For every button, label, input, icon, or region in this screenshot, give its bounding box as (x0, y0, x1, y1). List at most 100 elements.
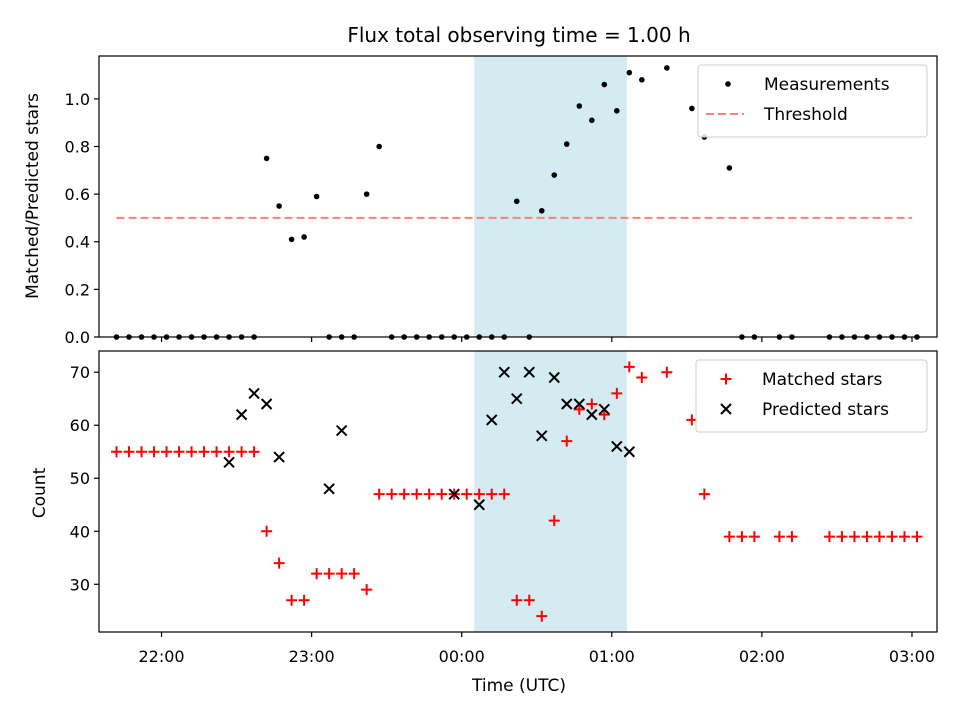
legend-label: Measurements (764, 75, 890, 95)
data-point (273, 451, 285, 463)
data-point (263, 155, 270, 162)
data-point (573, 403, 585, 415)
legend-marker-x (720, 403, 732, 415)
data-point (911, 531, 923, 543)
data-point (223, 446, 235, 458)
data-point (614, 107, 620, 114)
data-point (523, 366, 535, 378)
data-point (235, 408, 248, 421)
y-tick-label: 40 (70, 522, 90, 541)
data-point (586, 408, 598, 421)
data-point (664, 65, 670, 71)
data-point (473, 499, 485, 511)
x-tick-label: 23:00 (289, 647, 335, 666)
legend-box (697, 64, 928, 138)
y-tick-label: 0.6 (65, 185, 90, 204)
data-point (276, 203, 282, 209)
data-point (636, 372, 648, 384)
data-point (376, 143, 382, 150)
data-point (298, 594, 310, 606)
data-point (536, 430, 548, 442)
legend-label: Predicted stars (762, 400, 889, 420)
y-tick-label: 50 (70, 469, 90, 488)
data-point (198, 446, 210, 458)
data-point (873, 531, 885, 543)
data-point (273, 557, 285, 569)
data-point (848, 531, 860, 543)
data-point (373, 488, 385, 500)
data-point (248, 387, 260, 400)
data-point (186, 446, 198, 458)
data-point (313, 193, 320, 200)
data-point (398, 488, 410, 500)
data-point (861, 531, 873, 543)
legend: Measurements Threshold (697, 64, 928, 138)
data-point (563, 141, 570, 147)
data-point (311, 568, 323, 580)
plot-frame (98, 350, 938, 633)
data-point (786, 531, 798, 543)
data-point (335, 424, 348, 437)
data-point (173, 446, 185, 458)
y-axis-label-ratio: Matched/Predicted stars (23, 93, 43, 299)
data-point (573, 398, 585, 410)
data-point (523, 594, 535, 606)
plot-frame (98, 55, 938, 338)
data-point (536, 610, 548, 622)
data-point (301, 234, 307, 240)
data-point (689, 105, 695, 112)
data-point (561, 435, 573, 447)
data-point (236, 446, 248, 458)
data-point (260, 398, 273, 410)
x-tick-label: 22:00 (138, 647, 184, 666)
data-point (261, 525, 273, 537)
legend: Matched stars Predicted stars (695, 359, 928, 433)
legend-box (695, 359, 928, 433)
data-point (411, 488, 423, 500)
data-point (748, 531, 760, 543)
data-point (836, 531, 848, 543)
data-point (286, 594, 298, 606)
data-point (336, 568, 348, 580)
data-point (601, 81, 608, 88)
y-tick-label: 0.8 (65, 137, 90, 156)
data-point (698, 488, 710, 500)
y-tick-label: 0.2 (65, 280, 90, 299)
data-point (551, 172, 558, 178)
data-point (538, 207, 545, 214)
data-point (623, 446, 636, 458)
data-point (886, 531, 898, 543)
y-tick-label: 0.0 (65, 328, 90, 347)
data-point (623, 361, 635, 373)
y-tick-label: 70 (70, 363, 90, 382)
data-point (423, 488, 435, 500)
data-point (588, 117, 595, 124)
x-tick-label: 02:00 (739, 647, 785, 666)
data-point (348, 568, 360, 580)
data-point (386, 488, 398, 500)
data-point (561, 398, 573, 410)
data-point (548, 515, 560, 527)
data-point (726, 165, 733, 171)
data-point (736, 531, 748, 543)
chart-title: Flux total observing time = 1.00 h (347, 23, 690, 47)
data-point (511, 393, 523, 405)
data-point (586, 398, 598, 410)
data-point (323, 568, 335, 580)
data-point (473, 488, 485, 500)
series-matched-stars (111, 361, 923, 622)
data-point (211, 446, 223, 458)
data-point (288, 236, 295, 243)
data-point (123, 446, 135, 458)
x-axis-label: Time (UTC) (471, 676, 566, 696)
legend-marker-plus (720, 373, 732, 385)
data-point (661, 366, 673, 378)
data-point (498, 366, 510, 378)
data-point (323, 483, 335, 495)
y-axis-label-count: Count (30, 467, 50, 518)
legend-label: Threshold (763, 105, 848, 125)
data-point (598, 403, 611, 416)
data-point (723, 531, 735, 543)
panel-2: 30 40 50 60 70 22:00 23:00 00:00 01:00 02:00 03:00… (70, 350, 938, 666)
